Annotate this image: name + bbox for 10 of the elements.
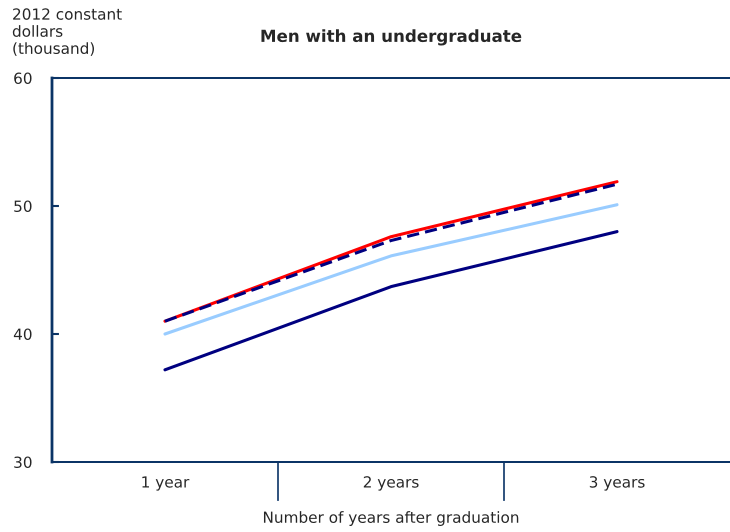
y-tick-label: 60: [14, 72, 32, 84]
y-axis-title: 2012 constant dollars (thousand): [12, 8, 122, 56]
x-axis-title: Number of years after graduation: [264, 511, 518, 526]
y-tick-label: 30: [14, 456, 32, 468]
x-tick-label: 1 year: [142, 476, 190, 491]
chart-title: Men with an undergraduate: [261, 29, 522, 46]
x-tick-label: 2 years: [364, 476, 419, 491]
x-tick-label: 3 years: [590, 476, 645, 491]
y-tick-label: 50: [14, 200, 32, 212]
y-tick-label: 40: [14, 328, 32, 340]
